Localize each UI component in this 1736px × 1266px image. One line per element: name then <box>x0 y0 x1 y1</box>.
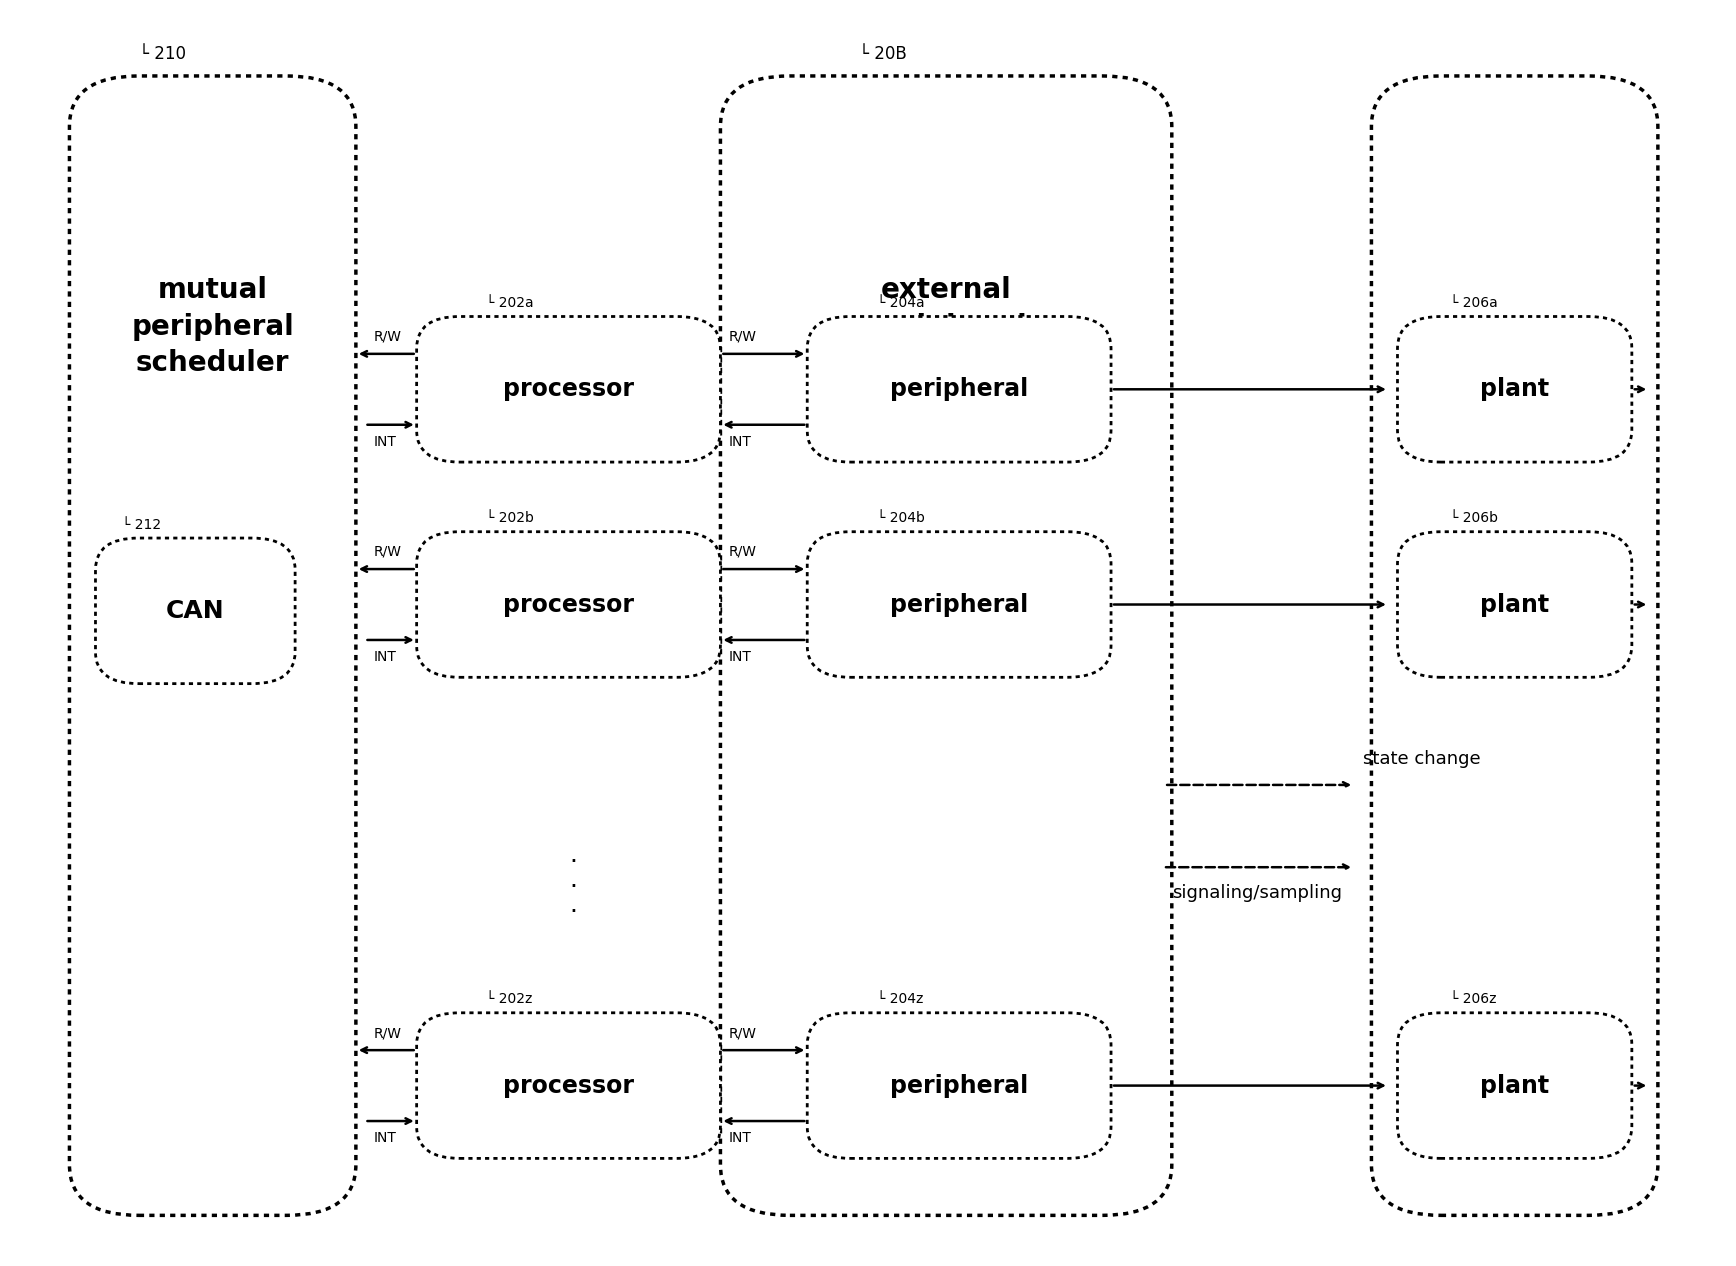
Text: processor: processor <box>503 1074 634 1098</box>
Text: └ 202z: └ 202z <box>486 993 533 1006</box>
Text: INT: INT <box>373 649 396 665</box>
Text: external
peripheral
scheduler: external peripheral scheduler <box>865 276 1028 377</box>
Text: R/W: R/W <box>729 544 757 558</box>
FancyBboxPatch shape <box>1397 532 1632 677</box>
Text: peripheral: peripheral <box>891 377 1028 401</box>
Text: .: . <box>569 868 576 891</box>
FancyBboxPatch shape <box>1397 316 1632 462</box>
FancyBboxPatch shape <box>417 316 720 462</box>
Text: INT: INT <box>729 436 752 449</box>
Text: .: . <box>569 843 576 866</box>
Text: peripheral: peripheral <box>891 592 1028 617</box>
Text: mutual
peripheral
scheduler: mutual peripheral scheduler <box>132 276 293 377</box>
Text: └ 206b: └ 206b <box>1450 511 1498 525</box>
Text: signaling/sampling: signaling/sampling <box>1172 884 1342 901</box>
Text: state change: state change <box>1363 751 1481 768</box>
Text: INT: INT <box>729 1132 752 1146</box>
FancyBboxPatch shape <box>95 538 295 684</box>
FancyBboxPatch shape <box>69 76 356 1215</box>
Text: └ 202b: └ 202b <box>486 511 535 525</box>
Text: └ 210: └ 210 <box>139 46 186 63</box>
Text: └ 206a: └ 206a <box>1450 296 1498 310</box>
Text: R/W: R/W <box>729 329 757 343</box>
Text: INT: INT <box>373 1132 396 1146</box>
Text: processor: processor <box>503 592 634 617</box>
Text: peripheral: peripheral <box>891 1074 1028 1098</box>
Text: .: . <box>569 894 576 917</box>
Text: └ 212: └ 212 <box>122 518 161 532</box>
Text: └ 202a: └ 202a <box>486 296 533 310</box>
FancyBboxPatch shape <box>807 1013 1111 1158</box>
Text: └ 204z: └ 204z <box>877 993 924 1006</box>
Text: plant: plant <box>1481 1074 1549 1098</box>
Text: R/W: R/W <box>373 1025 401 1041</box>
Text: └ 206z: └ 206z <box>1450 993 1496 1006</box>
Text: plant: plant <box>1481 592 1549 617</box>
FancyBboxPatch shape <box>417 1013 720 1158</box>
Text: R/W: R/W <box>729 1025 757 1041</box>
FancyBboxPatch shape <box>417 532 720 677</box>
Text: └ 204a: └ 204a <box>877 296 924 310</box>
Text: CAN: CAN <box>167 599 224 623</box>
Text: plant: plant <box>1481 377 1549 401</box>
Text: └ 20B: └ 20B <box>859 46 908 63</box>
Text: processor: processor <box>503 377 634 401</box>
FancyBboxPatch shape <box>1371 76 1658 1215</box>
FancyBboxPatch shape <box>807 532 1111 677</box>
Text: R/W: R/W <box>373 544 401 558</box>
Text: └ 204b: └ 204b <box>877 511 925 525</box>
FancyBboxPatch shape <box>807 316 1111 462</box>
Text: INT: INT <box>373 436 396 449</box>
Text: INT: INT <box>729 649 752 665</box>
Text: R/W: R/W <box>373 329 401 343</box>
FancyBboxPatch shape <box>1397 1013 1632 1158</box>
FancyBboxPatch shape <box>720 76 1172 1215</box>
